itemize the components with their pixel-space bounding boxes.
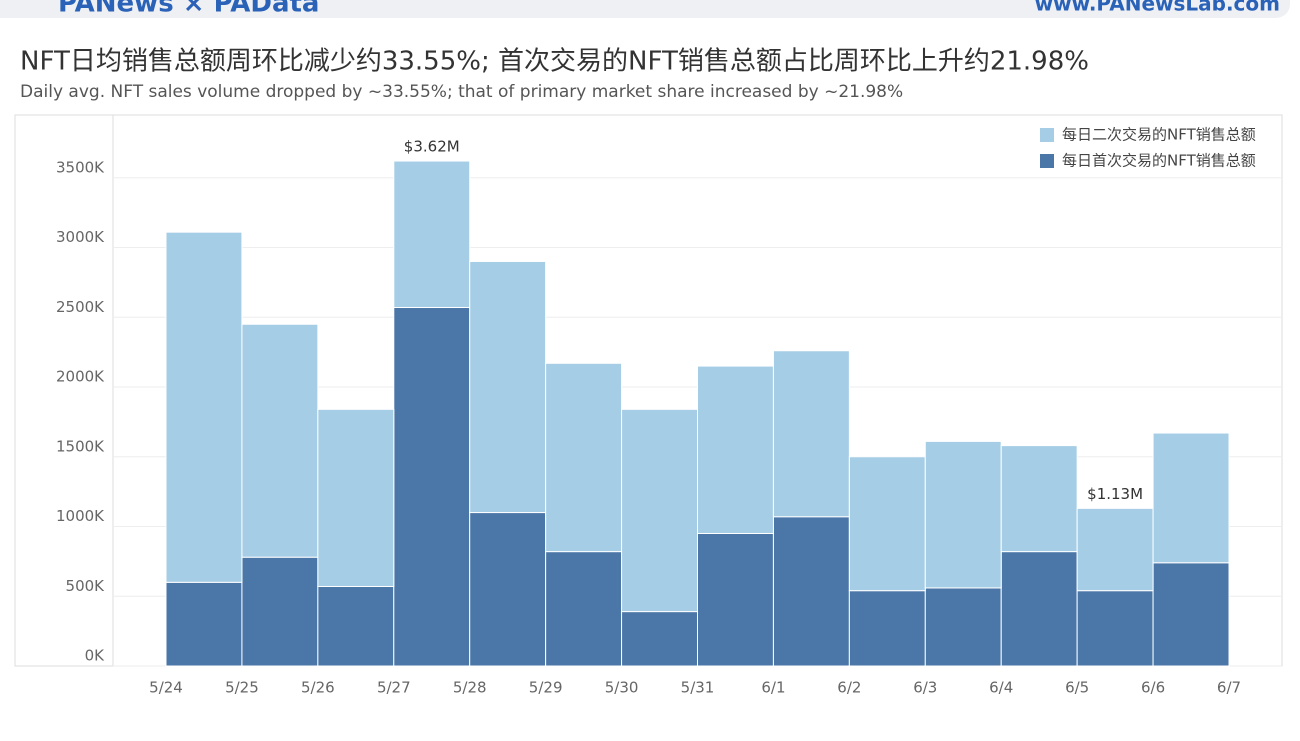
bar-segment: [165, 231, 243, 583]
y-tick-label: 1500K: [56, 437, 105, 455]
bar-segment: [317, 408, 395, 587]
bar-segment: [393, 160, 471, 309]
y-tick-label: 500K: [66, 577, 106, 595]
x-tick-label: 6/5: [1065, 679, 1089, 697]
chart-subtitle: Daily avg. NFT sales volume dropped by ~…: [20, 82, 903, 102]
bar-segment: [469, 260, 547, 514]
x-tick-label: 6/7: [1217, 679, 1241, 697]
bar-segment: [1076, 507, 1154, 592]
bar-segment: [241, 323, 319, 558]
bar-segment: [697, 532, 774, 667]
x-tick-label: 6/2: [837, 679, 861, 697]
bar-segment: [241, 556, 319, 667]
x-tick-label: 5/27: [377, 679, 411, 697]
x-tick-label: 5/31: [681, 679, 715, 697]
x-tick-label: 5/26: [301, 679, 335, 697]
y-tick-label: 1000K: [56, 507, 105, 525]
bar-segment: [545, 362, 623, 553]
y-tick-label: 3500K: [56, 158, 105, 176]
y-tick-label: 0K: [85, 647, 106, 665]
x-tick-label: 6/3: [913, 679, 937, 697]
legend-swatch: [1040, 154, 1054, 168]
bar-segment: [772, 350, 850, 518]
bar-segment: [848, 456, 926, 592]
header-bar: [0, 0, 1290, 18]
bar-segment: [317, 585, 395, 667]
x-tick-label: 6/4: [989, 679, 1013, 697]
x-tick-label: 5/29: [529, 679, 563, 697]
bar-segment: [1152, 432, 1230, 564]
x-tick-label: 6/1: [761, 679, 785, 697]
bar-segment: [1000, 551, 1078, 667]
annotation: $1.13M: [1087, 485, 1143, 503]
chart-title: NFT日均销售总额周环比减少约33.55%; 首次交易的NFT销售总额占比周环比…: [20, 47, 1089, 77]
x-tick-label: 6/6: [1141, 679, 1165, 697]
legend-label: 每日首次交易的NFT销售总额: [1062, 152, 1256, 170]
x-tick-label: 5/25: [225, 679, 259, 697]
bar-segment: [924, 587, 1002, 667]
bar-segment: [469, 512, 547, 667]
bar-segment: [393, 307, 471, 667]
brand: PANews × PAData: [58, 0, 319, 19]
annotation: $3.62M: [404, 138, 460, 156]
y-tick-label: 3000K: [56, 228, 105, 246]
x-tick-label: 5/30: [605, 679, 639, 697]
bar-segment: [848, 590, 926, 667]
bar-segment: [545, 551, 623, 667]
bar-segment: [1152, 562, 1230, 667]
x-tick-label: 5/24: [149, 679, 183, 697]
legend-swatch: [1040, 128, 1054, 142]
y-tick-label: 2500K: [56, 298, 105, 316]
bar-segment: [1076, 590, 1154, 667]
bar-segment: [697, 365, 774, 534]
bar-segment: [772, 516, 850, 667]
bar-segment: [924, 440, 1002, 589]
bar-segment: [621, 611, 698, 667]
bar-segment: [1000, 445, 1078, 553]
x-tick-label: 5/28: [453, 679, 487, 697]
bar-segment: [621, 408, 698, 613]
bar-segment: [165, 581, 243, 667]
legend-label: 每日二次交易的NFT销售总额: [1062, 126, 1256, 144]
site: www.PANewsLab.com: [1035, 0, 1280, 16]
y-tick-label: 2000K: [56, 368, 105, 386]
